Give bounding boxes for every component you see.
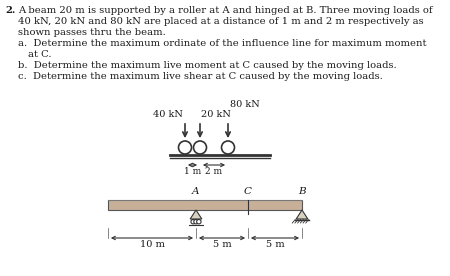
Text: 80 kN: 80 kN [230,100,260,109]
Text: 20 kN: 20 kN [201,110,231,119]
Text: 10 m: 10 m [140,240,164,249]
Text: at C.: at C. [28,50,51,59]
Text: 5 m: 5 m [213,240,231,249]
Text: b.  Determine the maximum live moment at C caused by the moving loads.: b. Determine the maximum live moment at … [18,61,396,70]
Text: A: A [192,187,200,196]
Text: C: C [244,187,252,196]
Text: c.  Determine the maximum live shear at C caused by the moving loads.: c. Determine the maximum live shear at C… [18,72,383,81]
Text: 40 kN, 20 kN and 80 kN are placed at a distance of 1 m and 2 m respectively as: 40 kN, 20 kN and 80 kN are placed at a d… [18,17,423,26]
Text: 5 m: 5 m [266,240,284,249]
Text: A beam 20 m is supported by a roller at A and hinged at B. Three moving loads of: A beam 20 m is supported by a roller at … [18,6,432,15]
FancyBboxPatch shape [108,200,302,210]
Circle shape [197,219,201,224]
Text: shown passes thru the beam.: shown passes thru the beam. [18,28,166,37]
Text: a.  Determine the maximum ordinate of the influence line for maximum moment: a. Determine the maximum ordinate of the… [18,39,427,48]
Text: 2.: 2. [5,6,15,15]
Text: 1 m: 1 m [184,167,201,176]
Text: B: B [298,187,306,196]
Circle shape [191,219,195,224]
Text: 40 kN: 40 kN [153,110,183,119]
Circle shape [194,219,198,224]
Polygon shape [296,210,308,219]
Polygon shape [190,210,202,219]
Text: 2 m: 2 m [206,167,223,176]
